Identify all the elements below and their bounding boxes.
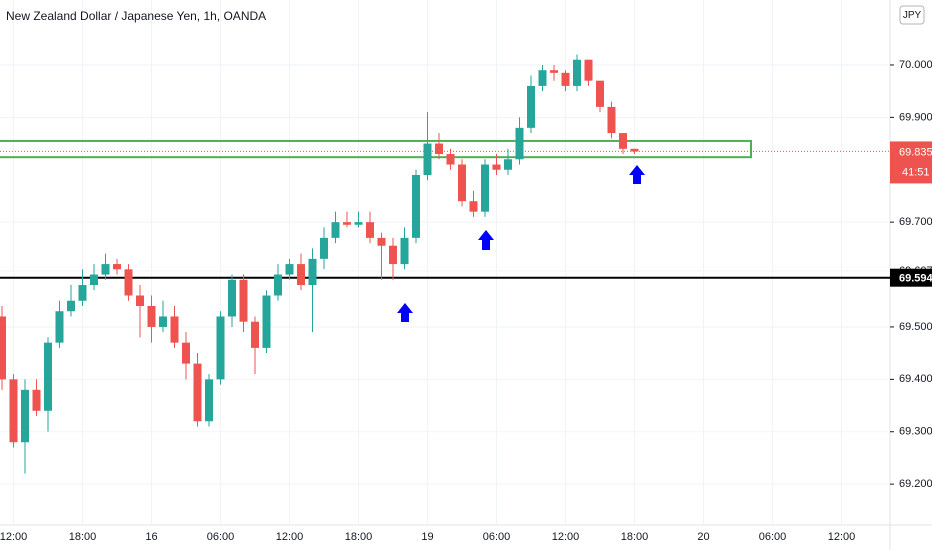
candle-body — [400, 237, 409, 265]
candle-body — [538, 70, 547, 86]
candle-body — [44, 342, 52, 411]
candle-body — [285, 264, 294, 275]
candle-body — [630, 148, 639, 152]
candle-body — [389, 245, 397, 265]
candle-body — [469, 201, 478, 212]
y-tick-label: 69.400 — [899, 373, 932, 385]
candle-body — [331, 222, 340, 238]
candle-body — [607, 106, 616, 134]
y-tick-label: 70.000 — [899, 59, 932, 71]
candle-body — [205, 379, 213, 422]
candle-body — [412, 175, 420, 238]
level-label-box — [890, 268, 932, 287]
x-tick-label: 06:00 — [207, 531, 235, 543]
axes: 69.20069.30069.40069.50069.60769.70069.9… — [0, 59, 932, 543]
x-tick-label: 12:00 — [828, 531, 856, 543]
y-tick-label: 69.300 — [899, 426, 932, 438]
x-tick-label: 19 — [421, 531, 433, 543]
candle-body — [9, 379, 18, 443]
candles — [0, 54, 639, 474]
candle-body — [113, 264, 121, 270]
candle-body — [492, 164, 501, 170]
level-label: 69.594 — [899, 273, 932, 285]
y-tick-label: 69.900 — [899, 111, 932, 123]
candle-body — [67, 300, 75, 312]
candle-body — [274, 274, 282, 296]
candle-body — [435, 143, 443, 155]
x-tick-label: 18:00 — [69, 531, 97, 543]
chart-title: New Zealand Dollar / Japanese Yen, 1h, O… — [6, 9, 266, 23]
candle-body — [32, 389, 41, 411]
price-label-box — [890, 141, 932, 184]
candle-body — [446, 154, 455, 165]
candle-body — [251, 321, 259, 348]
x-tick-label: 06:00 — [759, 531, 787, 543]
currency-button[interactable] — [899, 5, 925, 25]
candle-body — [527, 85, 535, 128]
candle-body — [596, 80, 604, 107]
currency-label[interactable]: JPY — [903, 10, 922, 21]
candle-body — [297, 264, 305, 286]
candle-body — [550, 70, 558, 73]
candle-body — [354, 222, 363, 225]
candle-body — [55, 311, 64, 343]
x-tick-label: 18:00 — [621, 531, 649, 543]
candle-body — [308, 258, 317, 286]
candle-body — [423, 143, 432, 175]
candle-body — [458, 164, 466, 202]
arrow — [397, 303, 413, 322]
candle-body — [573, 59, 581, 86]
candle-body — [216, 316, 225, 380]
countdown: 41:51 — [902, 166, 930, 178]
candle-body — [619, 133, 627, 149]
x-tick-label: 06:00 — [483, 531, 511, 543]
candle-body — [159, 316, 167, 327]
candle-body — [320, 237, 328, 259]
candle-body — [170, 316, 179, 343]
arrows — [397, 165, 645, 322]
candle-body — [136, 295, 144, 306]
price-label: 69.835 — [899, 146, 932, 158]
candle-body — [21, 389, 29, 443]
y-tick-label: 69.700 — [899, 216, 932, 228]
candle-body — [366, 222, 374, 238]
candle-body — [101, 264, 110, 275]
candle-body — [193, 363, 202, 422]
candle-body — [124, 269, 133, 296]
candle-body — [377, 237, 386, 246]
candle-body — [504, 159, 512, 170]
x-tick-label: 16 — [145, 531, 157, 543]
candle-body — [262, 295, 271, 348]
arrow — [478, 230, 494, 250]
x-tick-label: 20 — [697, 531, 709, 543]
y-tick-label: 69.200 — [899, 478, 932, 490]
candle-body — [228, 279, 236, 317]
candle-body — [0, 316, 6, 380]
candle-body — [343, 222, 351, 225]
candle-body — [515, 127, 524, 160]
x-tick-label: 12:00 — [0, 531, 27, 543]
candle-body — [481, 164, 489, 212]
y-tick-label: 69.500 — [899, 321, 932, 333]
x-tick-label: 12:00 — [276, 531, 304, 543]
candle-body — [90, 274, 98, 286]
candle-body — [182, 342, 190, 364]
candle-body — [78, 285, 87, 301]
arrow — [629, 165, 645, 184]
x-tick-label: 18:00 — [345, 531, 373, 543]
candle-body — [561, 72, 570, 86]
overlays — [0, 139, 890, 279]
candle-body — [147, 305, 156, 327]
candle-body — [239, 279, 248, 322]
x-tick-label: 12:00 — [552, 531, 580, 543]
candle-body — [584, 59, 593, 81]
zone — [0, 139, 752, 159]
